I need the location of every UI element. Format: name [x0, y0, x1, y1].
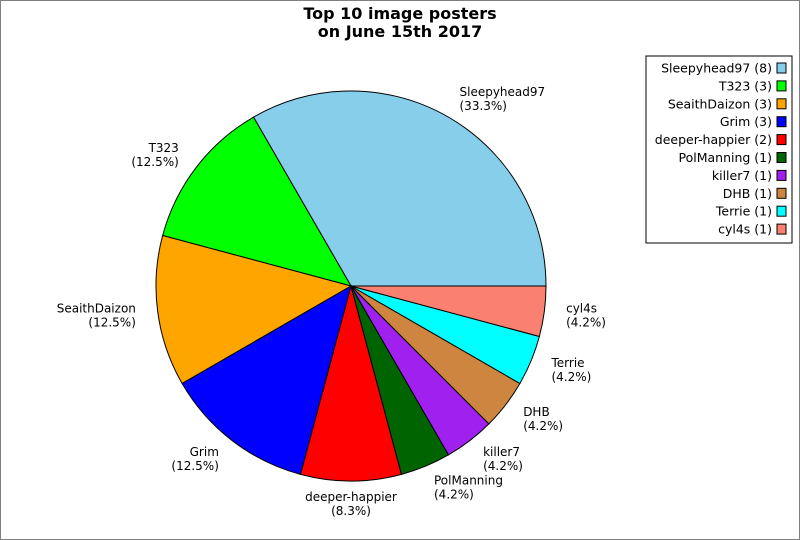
- pie-slice-deeper-happier: [299, 284, 403, 482]
- slice-labels: Sleepyhead97 (33.3%) T323 (12.5%) SeaithDaiz…: [57, 85, 606, 518]
- legend-entry-seaithdaizon: SeaithDaizon (3): [668, 96, 772, 111]
- slice-label-dhb: DHB (4.2%): [523, 405, 563, 433]
- legend-entry-terrie: Terrie (1): [715, 204, 772, 219]
- slice-label-t323: T323 (12.5%): [131, 141, 178, 169]
- legend-entry-killer7: killer7 (1): [712, 168, 772, 183]
- slice-label-terrie: Terrie (4.2%): [551, 356, 592, 384]
- slice-label-killer7: killer7 (4.2%): [483, 445, 523, 473]
- pie-slice-cyl4s: [350, 285, 547, 338]
- legend-entry-grim: Grim (3): [720, 114, 772, 129]
- legend-entry-t323: T323 (3): [718, 78, 772, 93]
- chart-title: Top 10 image posters: [303, 4, 496, 23]
- pie-slice-sleepyhead97: [252, 90, 547, 287]
- legend-swatch-killer7: [776, 169, 787, 181]
- legend-swatch-terrie: [776, 205, 787, 217]
- legend-swatch-seaithdaizon: [776, 98, 787, 110]
- slice-label-sleepyhead97: Sleepyhead97 (33.3%): [460, 85, 546, 113]
- legend-entry-sleepyhead97: Sleepyhead97 (8): [661, 61, 772, 76]
- pie-slices: [155, 90, 547, 482]
- legend-swatch-polmanning: [776, 152, 787, 163]
- legend: Sleepyhead97 (8) T323 (3) SeaithDaizon (3)…: [645, 55, 793, 244]
- legend-swatch-grim: [776, 116, 787, 128]
- legend-entry-polmanning: PolManning (1): [678, 150, 772, 165]
- legend-swatch-deeper-happier: [776, 134, 787, 146]
- slice-label-polmanning: PolManning (4.2%): [434, 474, 503, 502]
- legend-swatch-sleepyhead97: [776, 62, 787, 74]
- legend-box: [645, 55, 793, 244]
- legend-swatch-cyl4s: [776, 223, 787, 235]
- pie-slice-t323: [162, 116, 353, 287]
- pie-slice-seaithdaizon: [155, 234, 353, 385]
- slice-label-deeper-happier: deeper-happier (8.3%): [305, 490, 397, 518]
- legend-entry-cyl4s: cyl4s (1): [718, 222, 772, 237]
- legend-entry-deeper-happier: deeper-happier (2): [655, 132, 772, 147]
- slice-label-grim: Grim (12.5%): [171, 445, 218, 473]
- pie-slice-grim: [181, 284, 352, 475]
- legend-swatch-dhb: [776, 187, 787, 199]
- legend-swatch-t323: [776, 80, 787, 92]
- slice-label-seaithdaizon: SeaithDaizon (12.5%): [57, 301, 136, 329]
- slice-label-cyl4s: cyl4s (4.2%): [566, 301, 606, 329]
- chart-subtitle: on June 15th 2017: [318, 22, 483, 41]
- legend-entry-dhb: DHB (1): [723, 186, 772, 201]
